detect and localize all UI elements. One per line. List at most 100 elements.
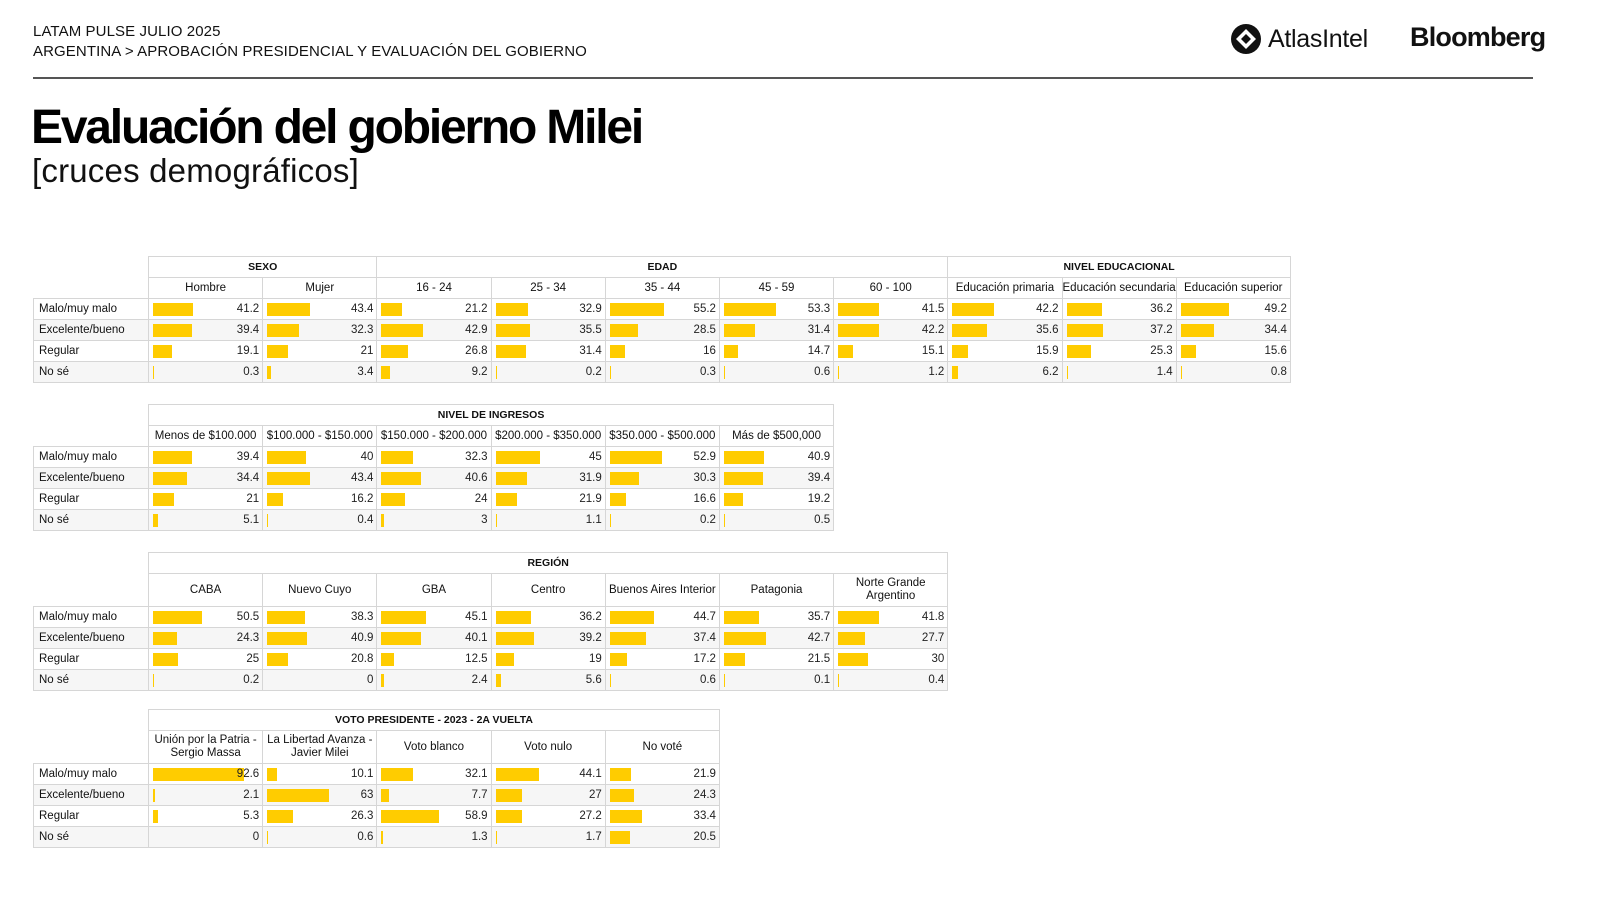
value-label: 40.9 — [350, 632, 374, 644]
value-label: 43.4 — [350, 303, 374, 315]
row-label-excelente-bueno: Excelente/bueno — [33, 319, 149, 341]
value-bar — [267, 653, 288, 666]
data-cell: 34.4 — [147, 467, 264, 489]
value-label: 24 — [474, 493, 488, 505]
value-label: 0.4 — [357, 514, 374, 526]
value-label: 26.8 — [465, 345, 488, 357]
data-cell: 24.3 — [604, 784, 720, 806]
value-bar — [267, 493, 284, 506]
value-label: 40.6 — [465, 472, 488, 484]
column-header-16-24: 16 - 24 — [376, 277, 492, 299]
column-header-60-100: 60 - 100 — [833, 277, 949, 299]
data-cell: 52.9 — [604, 446, 720, 468]
value-label: 17.2 — [693, 653, 716, 665]
value-bar — [267, 632, 308, 645]
table-row-malo-muy-malo: Malo/muy malo 50.5 38.3 45.1 36.2 44.7 35.7 41.… — [33, 606, 949, 628]
column-header-nuevo-cuyo: Nuevo Cuyo — [262, 573, 378, 607]
value-label: 58.9 — [465, 810, 488, 822]
value-bar — [495, 768, 539, 781]
value-bar — [1066, 303, 1102, 316]
column-header-educacion-secundaria: Educación secundaria — [1061, 277, 1177, 299]
value-bar — [609, 493, 627, 506]
value-label: 19 — [588, 653, 602, 665]
value-label: 30.3 — [693, 472, 716, 484]
value-label: 42.7 — [807, 632, 831, 644]
column-header-350-000-500-000: $350.000 - $500.000 — [604, 425, 720, 447]
column-header-hombre: Hombre — [147, 277, 264, 299]
row-label-regular: Regular — [33, 805, 149, 827]
column-header-150-000-200-000: $150.000 - $200.000 — [376, 425, 492, 447]
data-cell: 0.4 — [833, 669, 949, 691]
value-bar — [723, 632, 766, 645]
value-label: 92.6 — [236, 768, 260, 780]
data-cell: 31.4 — [718, 319, 835, 341]
data-cell: 32.9 — [490, 298, 606, 320]
data-cell: 0.3 — [604, 361, 720, 383]
value-bar — [495, 789, 523, 802]
value-label: 36.2 — [579, 611, 602, 623]
column-header-patagonia: Patagonia — [718, 573, 835, 607]
value-bar — [609, 324, 638, 337]
row-label-excelente-bueno: Excelente/bueno — [33, 467, 149, 489]
value-label: 40.9 — [807, 451, 831, 463]
data-cell: 0.6 — [718, 361, 835, 383]
group-header-edad: EDAD — [376, 256, 949, 278]
data-cell: 21.9 — [604, 763, 720, 785]
crosstab-demographics: SEXO EDAD NIVEL EDUCACIONAL Hombre Mujer 16 -… — [33, 256, 1291, 383]
data-cell: 0.3 — [147, 361, 264, 383]
value-label: 37.2 — [1150, 324, 1173, 336]
value-bar — [153, 451, 192, 464]
row-label-no-se: No sé — [33, 669, 149, 691]
value-bar — [1180, 366, 1182, 379]
value-label: 25.3 — [1150, 345, 1173, 357]
value-bar — [153, 632, 177, 645]
value-label: 37.4 — [693, 632, 716, 644]
value-label: 0.2 — [585, 366, 602, 378]
table-row-regular: Regular 5.3 26.3 58.9 27.2 33.4 — [33, 805, 720, 827]
data-cell: 41.8 — [833, 606, 949, 628]
value-bar — [952, 324, 988, 337]
value-bar — [381, 472, 422, 485]
row-label-regular: Regular — [33, 488, 149, 510]
row-label-regular: Regular — [33, 648, 149, 670]
row-label-no-se: No sé — [33, 826, 149, 848]
data-cell: 6.2 — [947, 361, 1063, 383]
data-cell: 0.5 — [718, 509, 835, 531]
value-label: 21.5 — [807, 653, 831, 665]
value-bar — [267, 303, 310, 316]
data-cell: 37.4 — [604, 627, 720, 649]
value-bar — [838, 324, 880, 337]
data-cell: 21 — [147, 488, 264, 510]
value-bar — [609, 831, 630, 844]
value-label: 0.1 — [814, 674, 831, 686]
group-header-voto-presidente-2023-2a-vuelta: VOTO PRESIDENTE - 2023 - 2A VUELTA — [148, 709, 720, 731]
column-header-union-por-la-patria-sergio-massa: Unión por la Patria - Sergio Massa — [147, 730, 264, 764]
value-bar — [267, 611, 305, 624]
data-cell: 31.9 — [490, 467, 606, 489]
value-label: 0.5 — [814, 514, 831, 526]
value-label: 39.4 — [236, 324, 260, 336]
data-cell: 37.2 — [1061, 319, 1177, 341]
data-cell: 21.5 — [718, 648, 835, 670]
value-bar — [267, 366, 271, 379]
value-label: 2.1 — [243, 789, 260, 801]
value-bar — [153, 493, 174, 506]
value-bar — [267, 451, 307, 464]
data-cell: 27 — [490, 784, 606, 806]
value-bar — [153, 653, 178, 666]
value-bar — [838, 611, 880, 624]
data-cell: 26.3 — [262, 805, 378, 827]
column-header-35-44: 35 - 44 — [604, 277, 720, 299]
value-label: 6.2 — [1042, 366, 1059, 378]
column-header-200-000-350-000: $200.000 - $350.000 — [490, 425, 606, 447]
value-bar — [495, 472, 527, 485]
page-title: Evaluación del gobierno Milei — [31, 101, 644, 154]
value-bar — [381, 789, 389, 802]
table-row-excelente-bueno: Excelente/bueno 24.3 40.9 40.1 39.2 37.4 42.7 2… — [33, 627, 949, 649]
value-bar — [153, 611, 203, 624]
value-bar — [609, 632, 647, 645]
value-bar — [381, 493, 405, 506]
data-cell: 24 — [376, 488, 492, 510]
data-cell: 0.1 — [718, 669, 835, 691]
bloomberg-logo: Bloomberg — [1410, 22, 1546, 52]
